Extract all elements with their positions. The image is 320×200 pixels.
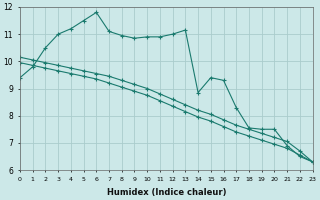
X-axis label: Humidex (Indice chaleur): Humidex (Indice chaleur): [107, 188, 226, 197]
